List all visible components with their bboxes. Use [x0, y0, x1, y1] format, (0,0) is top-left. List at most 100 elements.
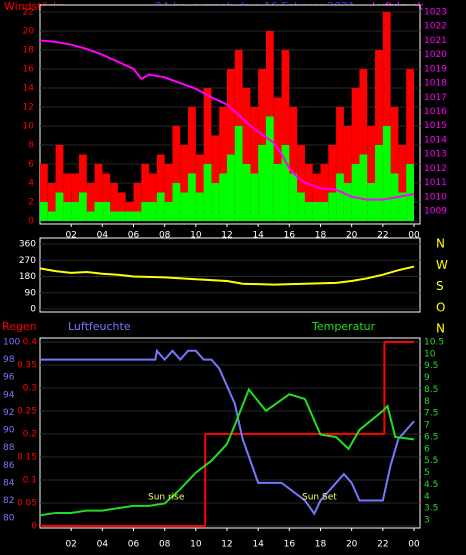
x-tick-label: 02 [65, 231, 76, 241]
y-tick-label: 270 [19, 256, 36, 266]
bar [55, 192, 64, 221]
bar [141, 202, 150, 221]
annotation: Sun rise [148, 493, 185, 503]
compass-label: O [436, 300, 445, 314]
annotation: Sun Set [302, 493, 337, 503]
y-tick-label: 14 [23, 84, 35, 94]
compass-label: N [436, 322, 445, 336]
line [39, 265, 415, 286]
bar [63, 173, 72, 221]
y-tick-label: 16 [23, 65, 35, 75]
y-tick-label: 0.4 [23, 338, 38, 348]
line [40, 348, 415, 516]
line [39, 387, 415, 517]
bar [227, 69, 235, 221]
y2-tick-label: 5.5 [424, 456, 438, 466]
y-tick-label: 20 [23, 27, 35, 37]
y3-tick-label: 88 [3, 443, 15, 453]
x-tick-label: 08 [159, 231, 171, 241]
y2-tick-label: 1014 [424, 135, 447, 145]
y2-tick-label: 4 [424, 492, 430, 502]
compass-label: S [436, 279, 444, 293]
y-tick-label: 0.35 [17, 361, 37, 371]
y-tick-label: 0 [31, 522, 37, 532]
y-tick-label: 8 [28, 141, 34, 151]
y2-tick-label: 1018 [424, 79, 447, 89]
x-tick-label: 14 [252, 231, 264, 241]
bar [375, 145, 383, 221]
bar [242, 164, 251, 221]
bar [351, 164, 360, 221]
bar [133, 183, 142, 221]
bar [390, 107, 399, 221]
y-tick-label: 0 [28, 217, 34, 227]
y2-tick-label: 5 [424, 468, 430, 478]
bar [281, 145, 290, 221]
x-tick-label: 12 [221, 540, 232, 550]
bar [188, 107, 196, 221]
bar [351, 88, 360, 221]
y2-tick-label: 1020 [424, 50, 447, 60]
line [39, 39, 415, 201]
bar [375, 50, 383, 221]
bar [211, 183, 220, 221]
bar [336, 107, 344, 221]
x-tick-label: 22 [377, 540, 388, 550]
bar [242, 88, 251, 221]
compass-label: W [436, 258, 448, 272]
bar [149, 202, 157, 221]
bar [164, 202, 173, 221]
y3-tick-label: 90 [3, 426, 15, 436]
y2-tick-label: 1022 [424, 22, 447, 32]
bar [164, 164, 173, 221]
x-tick-label: 06 [128, 540, 140, 550]
x-tick-label: 04 [97, 540, 109, 550]
bar [398, 145, 407, 221]
y3-tick-label: 96 [3, 373, 15, 383]
y-tick-label: 0.15 [17, 453, 37, 463]
y-axis-title: Regen [2, 320, 37, 333]
bar [110, 211, 118, 221]
bar [320, 202, 329, 221]
bar [406, 164, 414, 221]
bar [102, 202, 111, 221]
y-tick-label: 0.05 [17, 499, 37, 509]
y-tick-label: 0.2 [23, 430, 37, 440]
bar [78, 154, 87, 221]
plot-frame [39, 237, 421, 313]
bar [63, 202, 72, 221]
bar [141, 164, 150, 221]
bar [234, 126, 243, 221]
bar [86, 211, 95, 221]
compass-label: N [436, 237, 445, 251]
bar [258, 145, 266, 221]
bar [320, 164, 329, 221]
y-tick-label: 18 [23, 46, 35, 56]
bar [195, 154, 204, 221]
x-tick-label: 14 [252, 540, 264, 550]
y2-tick-label: 10 [424, 349, 436, 359]
bar [203, 88, 212, 221]
bar [71, 202, 79, 221]
y2-tick-label: 7.5 [424, 409, 438, 419]
bar [273, 164, 282, 221]
y2-tick-label: 1021 [424, 36, 447, 46]
bar [180, 145, 189, 221]
bar [195, 192, 204, 221]
y-tick-label: 0.25 [17, 407, 37, 417]
y-tick-label: 4 [28, 179, 34, 189]
y2-tick-label: 1009 [424, 207, 447, 217]
y-tick-label: 22 [23, 8, 34, 18]
bar [156, 154, 165, 221]
bar [382, 126, 391, 221]
bar [94, 202, 103, 221]
y2-tick-label: 9.5 [424, 361, 438, 371]
bar [219, 107, 227, 221]
bar [250, 107, 259, 221]
y-tick-label: 2 [28, 198, 34, 208]
bar [188, 173, 196, 221]
x-tick-label: 16 [284, 540, 296, 550]
bar [297, 192, 305, 221]
y2-tick-label: 1016 [424, 107, 447, 117]
bar [328, 192, 337, 221]
